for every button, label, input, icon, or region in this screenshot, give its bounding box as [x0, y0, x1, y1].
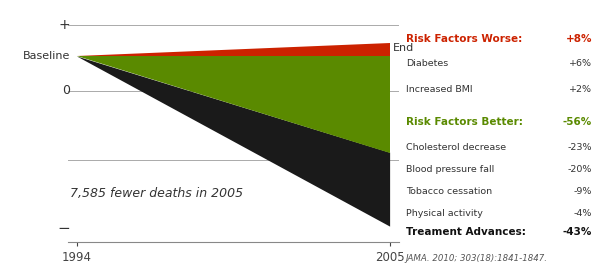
Text: Risk Factors Worse:: Risk Factors Worse:: [406, 34, 522, 44]
Text: -43%: -43%: [563, 227, 592, 237]
Text: +2%: +2%: [569, 85, 592, 94]
Text: +8%: +8%: [565, 34, 592, 44]
Text: Diabetes: Diabetes: [406, 59, 448, 68]
Text: 7,585 fewer deaths in 2005: 7,585 fewer deaths in 2005: [70, 187, 243, 200]
Text: Baseline: Baseline: [23, 51, 70, 61]
Text: End: End: [392, 43, 414, 53]
Text: +: +: [58, 19, 70, 33]
Polygon shape: [77, 56, 390, 226]
Text: -23%: -23%: [568, 143, 592, 151]
Polygon shape: [77, 43, 390, 56]
Text: Risk Factors Better:: Risk Factors Better:: [406, 117, 522, 127]
Text: -4%: -4%: [574, 209, 592, 218]
Text: Physical activity: Physical activity: [406, 209, 483, 218]
Text: −: −: [57, 221, 70, 236]
Text: Cholesterol decrease: Cholesterol decrease: [406, 143, 506, 151]
Text: Blood pressure fall: Blood pressure fall: [406, 165, 494, 174]
Text: -20%: -20%: [568, 165, 592, 174]
Text: 0: 0: [62, 84, 70, 97]
Text: Increased BMI: Increased BMI: [406, 85, 472, 94]
Text: JAMA. 2010; 303(18):1841-1847.: JAMA. 2010; 303(18):1841-1847.: [406, 254, 548, 263]
Polygon shape: [77, 56, 390, 153]
Text: +6%: +6%: [569, 59, 592, 68]
Text: Tobacco cessation: Tobacco cessation: [406, 187, 492, 196]
Text: Treament Advances:: Treament Advances:: [406, 227, 525, 237]
Text: -9%: -9%: [574, 187, 592, 196]
Text: -56%: -56%: [563, 117, 592, 127]
